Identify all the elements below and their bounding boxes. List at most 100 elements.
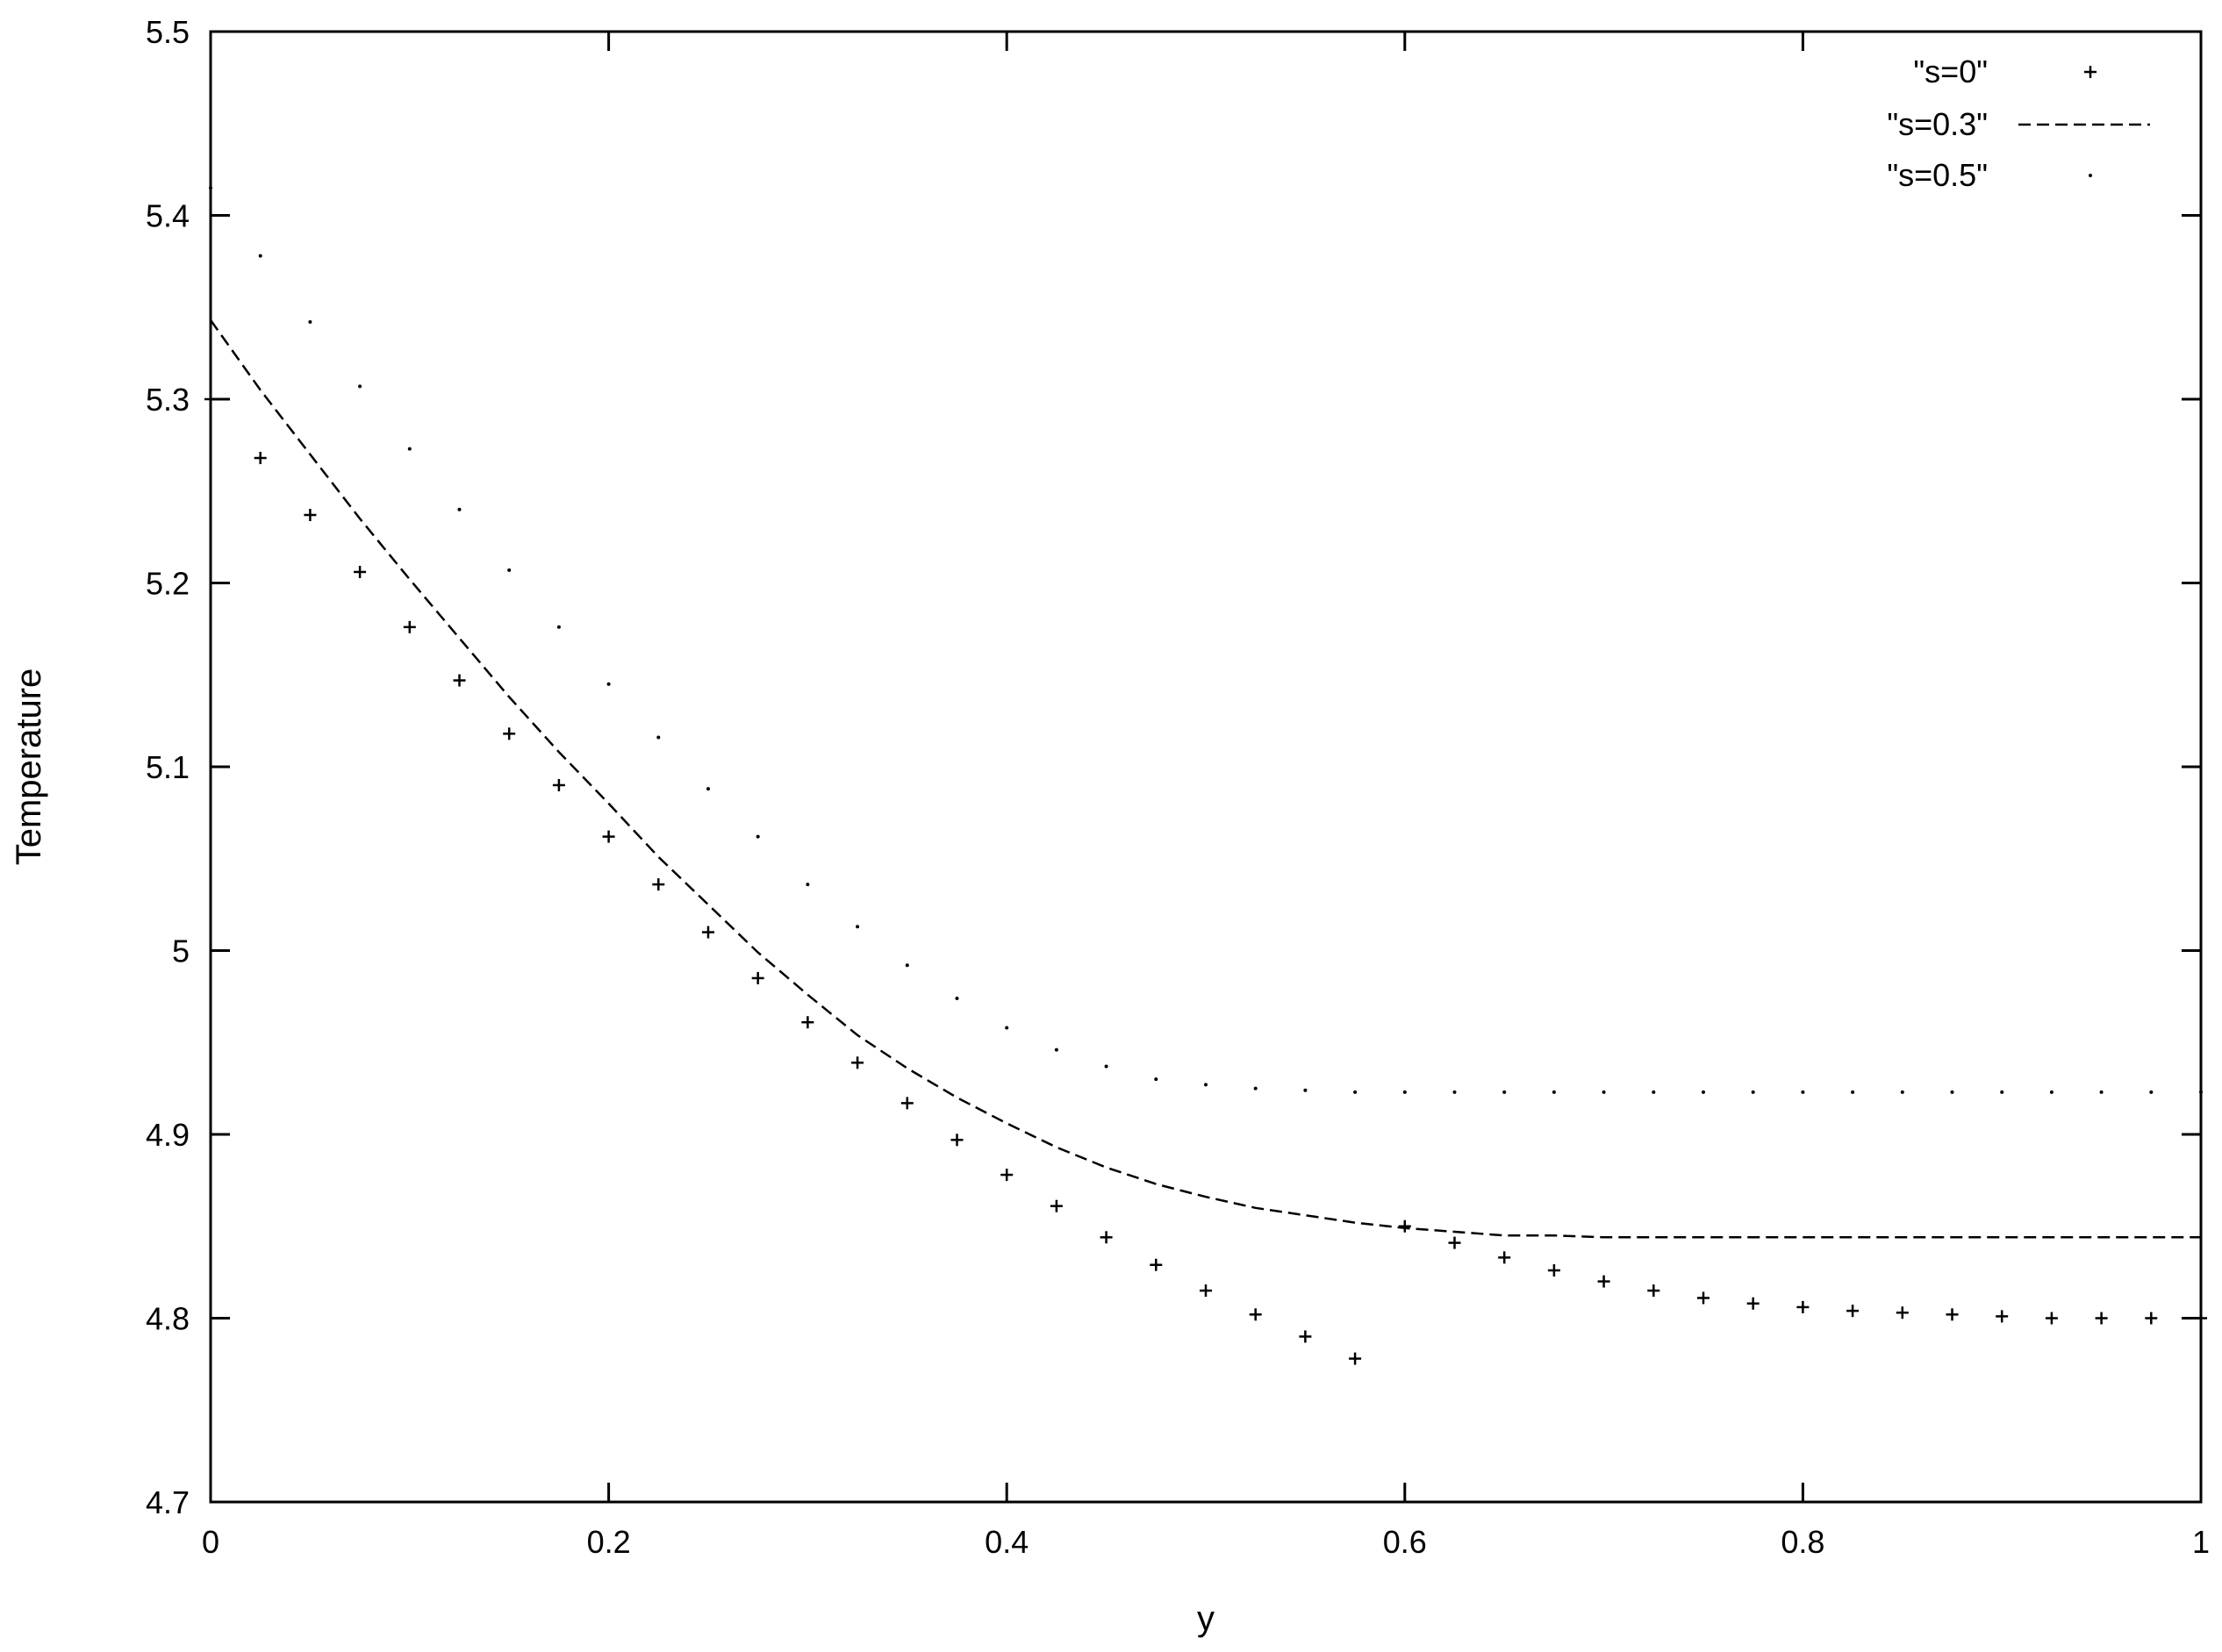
plus-marker (1100, 1231, 1113, 1244)
plus-marker (354, 565, 367, 578)
plus-marker (2045, 1312, 2058, 1325)
dot-point (1851, 1090, 1855, 1094)
y-tick-label: 5.5 (146, 14, 190, 50)
plus-marker (1746, 1297, 1760, 1310)
dot-point (955, 996, 959, 1000)
plus-marker (204, 393, 217, 405)
dot-point (2149, 1090, 2154, 1094)
legend: "s=0" "s=0.3" "s=0.5" (1887, 54, 2150, 193)
plus-marker (1398, 1219, 1411, 1233)
plus-marker (950, 1134, 964, 1147)
dot-point (2000, 1090, 2004, 1094)
plus-marker (602, 830, 615, 843)
dot-point (308, 320, 312, 325)
series-line (209, 319, 2201, 1239)
plus-marker (1299, 1330, 1312, 1343)
dot-point (457, 507, 462, 511)
series-0 (204, 393, 2207, 1365)
y-tick-label: 5.2 (146, 566, 190, 602)
dot-point (2099, 1090, 2104, 1094)
y-tick-label: 4.9 (146, 1117, 190, 1153)
x-tick-label: 0.4 (985, 1524, 1029, 1560)
plus-marker (2095, 1312, 2108, 1325)
plus-marker (702, 926, 714, 939)
dot-point (407, 447, 412, 451)
plus-marker (453, 674, 466, 687)
plus-marker (801, 1016, 814, 1029)
dot-point (606, 682, 611, 686)
dot-point (1402, 1090, 1407, 1094)
dot-point (656, 735, 661, 740)
y-tick-label: 5.3 (146, 382, 190, 418)
y-tick-label: 5.1 (146, 749, 190, 785)
dot-point (1900, 1090, 1904, 1094)
plus-marker (1697, 1291, 1710, 1305)
dot-point (1154, 1077, 1158, 1082)
plus-marker (1896, 1306, 1909, 1319)
plus-marker (900, 1097, 914, 1110)
plus-marker (751, 971, 764, 984)
dot-point (1204, 1083, 1208, 1087)
dot-point (1502, 1090, 1507, 1094)
dot-point (2199, 1090, 2203, 1094)
plus-marker (1200, 1284, 1212, 1298)
plus-marker (1000, 1169, 1014, 1182)
dot-point (905, 963, 909, 968)
legend-label: "s=0.5" (1887, 157, 1988, 193)
legend-label: "s=0" (1913, 54, 1988, 89)
dot-point (1751, 1090, 1755, 1094)
plus-marker (1349, 1352, 1362, 1365)
series-layer (204, 186, 2207, 1365)
plus-marker (1249, 1308, 1262, 1321)
plus-marker (652, 878, 665, 891)
x-axis-title: y (1197, 1599, 1215, 1638)
plus-marker (254, 452, 267, 465)
x-tick-label: 0.6 (1383, 1524, 1427, 1560)
dot-point (1005, 1026, 1009, 1030)
legend-dot-sample (2089, 174, 2092, 177)
plus-marker (1498, 1251, 1511, 1264)
dot-point (1253, 1086, 1258, 1091)
dot-point (209, 186, 212, 190)
plus-marker (2195, 1312, 2207, 1325)
dot-point (1452, 1090, 1457, 1094)
plus-marker (1796, 1300, 1810, 1313)
plus-marker (403, 620, 416, 633)
y-tick-label: 5.4 (146, 198, 190, 234)
y-tick-label: 5 (172, 933, 190, 969)
plus-marker (851, 1056, 864, 1069)
x-tick-label: 0.2 (587, 1524, 631, 1560)
x-tick-label: 0.8 (1781, 1524, 1824, 1560)
dot-point (358, 384, 362, 389)
plus-marker (2145, 1312, 2158, 1325)
dot-point (1801, 1090, 1805, 1094)
dot-point (258, 254, 262, 258)
plus-marker (1448, 1236, 1461, 1249)
plus-marker (304, 508, 317, 521)
plus-marker (1996, 1310, 2009, 1323)
dot-point (2049, 1090, 2054, 1094)
dot-point (806, 883, 810, 887)
plus-marker (552, 778, 565, 791)
series-1 (209, 319, 2201, 1239)
y-tick-label: 4.8 (146, 1301, 190, 1337)
dot-point (1552, 1090, 1556, 1094)
dot-point (1303, 1088, 1308, 1092)
dot-point (756, 834, 760, 839)
plus-marker (1846, 1305, 1860, 1318)
y-axis-title: Temperature (10, 669, 48, 866)
dot-point (856, 925, 860, 929)
legend-label: "s=0.3" (1887, 106, 1988, 142)
dot-point (1054, 1048, 1058, 1052)
x-axis: 0 0.2 0.4 0.6 0.8 1 (202, 32, 2210, 1560)
y-axis: 4.7 4.8 4.9 5 5.1 5.2 5.3 5.4 5.5 (146, 14, 2201, 1520)
plus-marker (1150, 1258, 1163, 1271)
plus-marker (1547, 1264, 1560, 1277)
dot-point (706, 787, 710, 791)
plus-marker (1946, 1308, 1959, 1321)
dot-point (507, 568, 512, 572)
series-2 (209, 186, 2203, 1094)
plus-marker (1050, 1199, 1063, 1212)
